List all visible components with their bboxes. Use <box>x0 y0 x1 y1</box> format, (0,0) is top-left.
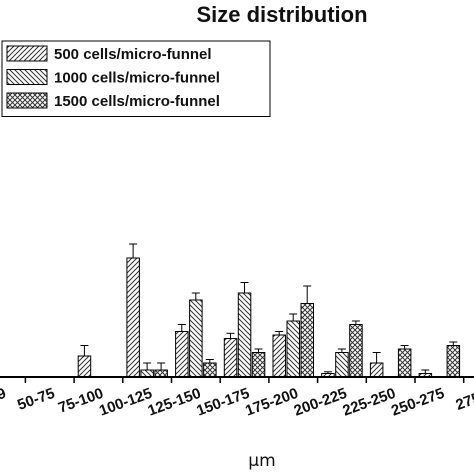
error-bar-series1-175-200 <box>275 331 284 335</box>
bar-series3-250-275 <box>446 345 461 378</box>
x-tick-label-200-225: 200-225 <box>292 385 350 420</box>
error-bar-series2-200-225 <box>337 348 346 353</box>
legend-label-series2: 1000 cells/micro-funnel <box>54 70 220 87</box>
x-tick-label-250-275: 250-275 <box>389 385 447 420</box>
chart-title: Size distribution <box>196 2 367 27</box>
x-tick-label-225-250: 225-250 <box>340 385 398 420</box>
legend-border <box>1 40 271 117</box>
legend-swatch-series2 <box>6 69 48 85</box>
bar-series1-100-125 <box>126 257 140 378</box>
error-bar-series3-175-200 <box>303 285 312 304</box>
error-bar-series1-150-175 <box>226 332 235 339</box>
bar-series1-175-200 <box>272 334 286 378</box>
legend-swatch-series3 <box>6 92 48 109</box>
legend-swatch-series1 <box>6 45 48 62</box>
bar-series3-200-225 <box>349 324 363 378</box>
x-tick-label-25-50: 9 <box>0 385 8 404</box>
error-bar-series1-75-100 <box>80 345 89 356</box>
bar-series3-100-125 <box>154 369 168 378</box>
bar-series1-75-100 <box>77 355 92 378</box>
bar-series2-125-150 <box>189 299 203 378</box>
legend: 500 cells/micro-funnel 1000 cells/micro-f… <box>1 40 271 117</box>
bar-series2-200-225 <box>335 352 349 378</box>
bar-series3-125-150 <box>203 362 217 378</box>
error-bar-series1-200-225 <box>323 371 332 374</box>
bar-series3-225-250 <box>397 348 412 378</box>
error-bar-series3-150-175 <box>254 348 263 353</box>
error-bar-series3-225-250 <box>400 345 409 349</box>
x-tick-label-125-150: 125-150 <box>146 385 204 420</box>
error-bar-series1-225-250 <box>372 352 381 363</box>
x-axis-ticks <box>24 377 465 383</box>
error-bar-series1-250-275 <box>421 369 430 374</box>
error-bars <box>80 243 458 374</box>
bar-series2-150-175 <box>237 292 252 378</box>
bar-series1-150-175 <box>223 338 238 378</box>
x-tick-label-100-125: 100-125 <box>97 385 155 420</box>
error-bar-series2-125-150 <box>191 292 200 300</box>
x-tick-label-175-200: 175-200 <box>243 385 301 420</box>
error-bar-series2-150-175 <box>240 282 249 293</box>
error-bar-series3-200-225 <box>351 320 360 325</box>
bar-series3-175-200 <box>300 303 314 378</box>
bar-series2-175-200 <box>286 320 300 378</box>
error-bar-series3-100-125 <box>157 362 166 370</box>
bar-series3-150-175 <box>251 352 266 378</box>
bar-series2-100-125 <box>140 369 154 378</box>
error-bar-series1-125-150 <box>177 324 186 332</box>
x-axis-label: μm <box>248 451 275 471</box>
legend-label-series1: 500 cells/micro-funnel <box>54 46 212 63</box>
error-bar-series3-250-275 <box>449 341 458 346</box>
bars <box>77 257 461 378</box>
x-tick-label-150-175: 150-175 <box>194 385 252 420</box>
error-bar-series1-100-125 <box>129 243 138 258</box>
x-tick-label-50-75: 50-75 <box>15 385 57 414</box>
bar-series1-125-150 <box>175 331 189 378</box>
error-bar-series3-125-150 <box>205 359 214 363</box>
legend-label-series3: 1500 cells/micro-funnel <box>54 93 220 110</box>
x-tick-label-275-300: 275-3 <box>453 385 474 414</box>
error-bar-series2-175-200 <box>289 313 298 321</box>
x-tick-label-75-100: 75-100 <box>56 385 106 417</box>
error-bar-series2-100-125 <box>143 362 152 370</box>
bar-series1-225-250 <box>369 362 384 378</box>
x-axis-tick-labels: 9 50-7575-100100-125125-150150-175175-200… <box>0 385 474 420</box>
